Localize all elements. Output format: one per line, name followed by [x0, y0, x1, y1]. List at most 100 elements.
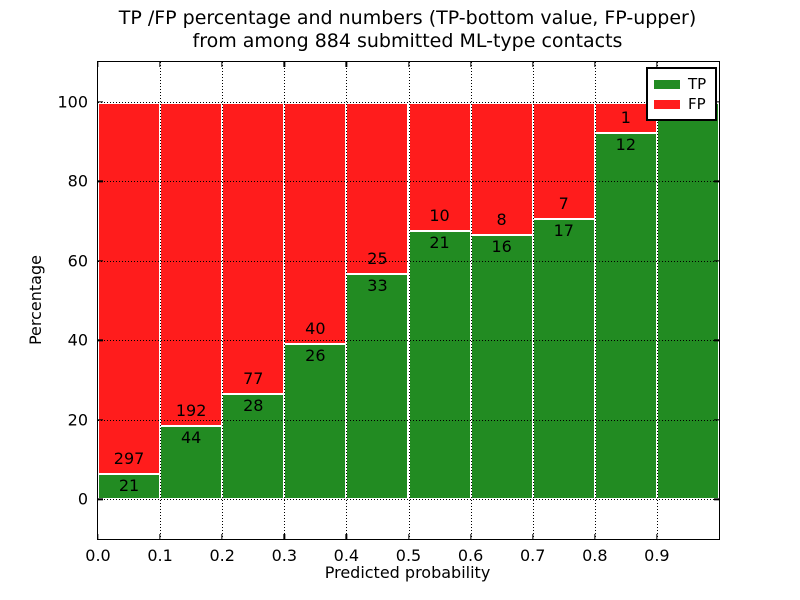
legend-swatch-tp: [654, 79, 680, 89]
x-tick-mark-top: [532, 62, 534, 67]
bar-fp-segment: [223, 101, 284, 394]
x-tick-label: 0.9: [644, 546, 670, 565]
x-tick-mark: [469, 534, 472, 539]
bar-fp-segment: [99, 101, 160, 473]
x-tick-label: 0.3: [271, 546, 298, 565]
legend-swatch-fp: [654, 99, 680, 109]
bar-tp-segment: [223, 393, 284, 500]
y-tick-mark-right: [714, 498, 719, 500]
bar-bin: [532, 101, 595, 500]
bar-fp-segment: [409, 101, 470, 230]
y-tick-mark-right: [714, 419, 719, 421]
y-axis-label: Percentage: [26, 255, 45, 346]
tp-count-label: 26: [305, 345, 326, 365]
x-tick-label: 0.7: [519, 546, 546, 565]
bar-fp-segment: [161, 101, 222, 426]
tp-count-label: 21: [429, 232, 450, 252]
legend-box: TP FP: [646, 67, 718, 121]
bar-bin: [594, 101, 657, 500]
bar-tp-segment: [533, 217, 594, 500]
tp-count-label: 33: [367, 276, 388, 296]
legend-item-fp: FP: [654, 94, 706, 114]
bar-fp-segment: [285, 101, 346, 343]
bar-fp-segment: [347, 101, 408, 274]
fp-count-label: 77: [243, 369, 264, 389]
x-tick-mark: [159, 534, 161, 539]
gridline-horizontal: [98, 499, 719, 501]
bar-bin: [408, 101, 471, 500]
fp-count-label: 1: [620, 108, 631, 128]
y-tick-mark: [98, 260, 103, 262]
y-tick-mark-right: [714, 180, 719, 182]
x-tick-mark-top: [283, 62, 285, 67]
x-tick-label: 0.4: [333, 546, 360, 565]
bar-tp-segment: [471, 234, 532, 500]
fp-count-label: 192: [175, 401, 207, 421]
gridline-vertical: [222, 62, 224, 539]
x-tick-mark-top: [594, 62, 596, 67]
fp-count-label: 7: [558, 193, 569, 213]
y-tick-label: 100: [57, 92, 88, 112]
legend-label-tp: TP: [688, 75, 707, 93]
gridline-vertical: [470, 62, 472, 539]
y-tick-label: 60: [67, 251, 88, 271]
tp-count-label: 28: [243, 396, 264, 416]
x-tick-mark-top: [97, 62, 99, 67]
fp-count-label: 297: [113, 449, 145, 468]
x-tick-mark: [283, 534, 285, 539]
gridline-horizontal: [98, 181, 719, 183]
y-tick-mark: [98, 419, 103, 421]
bar-tp-segment: [99, 473, 160, 500]
y-tick-mark: [98, 180, 103, 182]
chart-title-line2: from among 884 submitted ML-type contact…: [192, 30, 623, 52]
y-tick-mark: [98, 101, 103, 103]
x-tick-label: 0.8: [582, 546, 608, 565]
tp-count-label: 12: [615, 135, 637, 155]
gridline-vertical: [160, 62, 162, 539]
y-tick-label: 0: [77, 489, 88, 509]
y-tick-mark: [98, 339, 103, 341]
legend-label-fp: FP: [688, 95, 706, 113]
bar-bin: [346, 101, 409, 500]
gridline-horizontal: [98, 260, 719, 262]
gridline-vertical: [594, 62, 596, 539]
gridline-horizontal: [98, 101, 719, 103]
bar-fp-segment: [595, 101, 656, 133]
tp-count-label: 21: [118, 476, 140, 495]
x-tick-label: 0.0: [85, 546, 111, 565]
fp-count-label: 8: [496, 210, 507, 230]
bar-bin: [656, 101, 719, 500]
bar-tp-segment: [347, 273, 408, 500]
x-axis-label: Predicted probability: [324, 563, 491, 582]
x-tick-mark-top: [159, 62, 161, 67]
bar-bin: [222, 101, 285, 500]
gridline-horizontal: [98, 340, 719, 342]
bar-tp-segment: [595, 132, 656, 500]
fp-count-label: 10: [429, 205, 450, 225]
bar-bin: [284, 101, 347, 500]
tp-count-label: 17: [553, 220, 574, 240]
x-tick-mark: [594, 534, 596, 539]
gridline-vertical: [408, 62, 410, 539]
bar-tp-segment: [409, 229, 470, 500]
gridline-vertical: [532, 62, 534, 539]
bar-bin: [98, 101, 161, 500]
x-tick-mark-top: [469, 62, 472, 67]
x-tick-label: 0.5: [395, 546, 422, 565]
bar-bin: [160, 101, 223, 500]
tp-count-label: 44: [180, 428, 202, 448]
bar-bin: [470, 101, 533, 500]
chart-title-line1: TP /FP percentage and numbers (TP-bottom…: [118, 7, 697, 29]
y-tick-mark: [98, 498, 103, 500]
x-tick-mark: [532, 534, 534, 539]
y-tick-label: 80: [67, 171, 88, 191]
legend-item-tp: TP: [654, 74, 706, 94]
gridline-horizontal: [98, 419, 719, 421]
x-tick-mark-top: [345, 62, 348, 67]
x-tick-mark: [407, 534, 410, 539]
y-tick-mark-right: [714, 260, 719, 262]
fp-count-label: 25: [367, 249, 388, 269]
gridline-vertical: [656, 62, 658, 539]
y-tick-mark-right: [714, 339, 719, 341]
